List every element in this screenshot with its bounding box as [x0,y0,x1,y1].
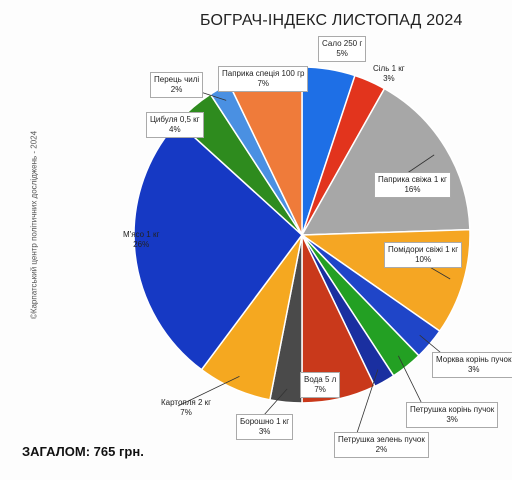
pie-slice [133,120,304,371]
slice-name: М'ясо 1 кг [123,230,160,239]
data-label: Сіль 1 кг 3% [370,62,408,86]
data-label: Борошно 1 кг 3% [236,414,294,440]
slice-percent: 7% [180,408,192,417]
slice-percent: 26% [133,240,150,249]
slice-name: Перець чилі [154,75,200,84]
slice-name: Цибуля 0,5 кг [150,115,200,124]
slice-name: Петрушка корінь пучок [410,405,495,414]
data-label: Цибуля 0,5 кг 4% [146,112,204,138]
chart-title: БОГРАЧ-ІНДЕКС ЛИСТОПАД 2024 [200,12,463,29]
slice-name: Сіль 1 кг [373,64,405,73]
slice-percent: 5% [336,49,348,58]
pie-slice [300,87,471,236]
data-label: Сало 250 г 5% [318,36,367,62]
total-unit: грн. [118,444,144,459]
slice-name: Паприка свіжа 1 кг [378,175,447,184]
slice-percent: 3% [383,74,395,83]
slice-percent: 4% [169,125,181,134]
slice-percent: 7% [257,79,269,88]
data-label: Морква корінь пучок 3% [432,352,512,378]
slice-percent: 2% [170,85,183,94]
total-label: ЗАГАЛОМ: [22,444,91,459]
slice-name: Морква корінь пучок [436,355,512,364]
data-label: Паприка свіжа 1 кг 16% [374,172,451,198]
data-label: Перець чилі 2% [150,72,204,98]
data-label: Петрушка корінь пучок 3% [406,402,499,428]
slice-percent: 16% [404,185,421,194]
slice-name: Сало 250 г [322,39,363,48]
slice-percent: 3% [446,415,458,424]
slice-percent: 2% [375,445,388,454]
slice-percent: 7% [314,385,326,394]
slice-name: Петрушка зелень пучок [338,435,425,444]
slice-percent: 3% [467,365,480,374]
data-label: Петрушка зелень пучок 2% [334,432,429,458]
total-line: ЗАГАЛОМ: 765 грн. [22,444,144,459]
slice-percent: 10% [415,255,432,264]
slice-name: Борошно 1 кг [240,417,290,426]
data-label: Помідори свіжі 1 кг 10% [384,242,463,268]
total-value: 765 [93,444,116,459]
data-label: Вода 5 л 7% [300,372,341,398]
slice-name: Картопля 2 кг [161,398,212,407]
data-label: Паприка спеція 100 гр 7% [218,66,309,92]
slice-name: Помідори свіжі 1 кг [388,245,459,254]
leader-line [353,369,379,443]
data-label: Картопля 2 кг 7% [158,396,214,420]
side-credit: ©Карпатський центр політичних досліджень… [29,130,39,320]
slice-percent: 3% [258,427,271,436]
pie-slices [133,66,471,404]
leader-line [177,375,240,407]
slice-name: Паприка спеція 100 гр [222,69,305,78]
data-label: М'ясо 1 кг 26% [120,228,162,252]
slice-name: Вода 5 л [304,375,337,384]
